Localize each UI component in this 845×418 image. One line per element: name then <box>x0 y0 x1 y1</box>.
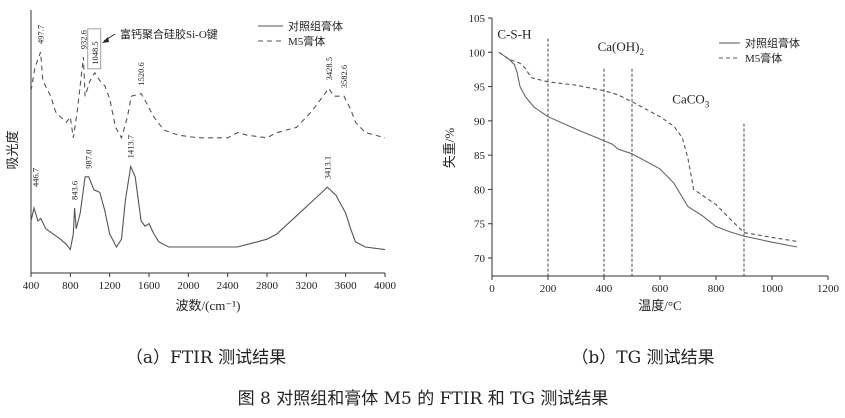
tg-region-label: CaCO3 <box>672 92 710 110</box>
ftir-series-m5 <box>30 51 386 140</box>
ftir-x-tick-label: 1200 <box>99 280 122 292</box>
ftir-peak-label: 3428.5 <box>324 57 334 80</box>
ftir-annotation: 富钙聚合硅胶Si-O键 <box>120 27 218 41</box>
tg-x-axis-title: 温度/°C <box>638 298 681 313</box>
ftir-x-tick-label: 3600 <box>335 280 358 292</box>
tg-y-axis-title: 失重/% <box>442 128 457 169</box>
ftir-x-tick-label: 2000 <box>177 280 200 292</box>
tg-y-tick-label: 105 <box>469 13 486 25</box>
tg-x-tick-label: 600 <box>652 283 669 295</box>
tg-region-label: C-S-H <box>497 27 531 42</box>
tg-y-tick-label: 75 <box>474 219 486 231</box>
ftir-peak-highlight-box <box>87 28 102 70</box>
tg-series-m5 <box>498 51 798 243</box>
tg-y-tick-label: 95 <box>474 82 486 94</box>
ftir-x-axis-title: 波数/(cm⁻¹) <box>176 298 241 313</box>
ftir-peak-label: 843.6 <box>70 181 80 200</box>
ftir-x-tick-label: 1600 <box>138 280 161 292</box>
figure-caption: 图 8 对照组和膏体 M5 的 FTIR 和 TG 测试结果 <box>237 389 609 409</box>
ftir-x-tick-label: 2400 <box>217 280 240 292</box>
ftir-legend-control-label: 对照组膏体 <box>288 19 343 33</box>
tg-y-tick-label: 100 <box>469 47 486 59</box>
ftir-peak-label: 987.0 <box>84 150 94 169</box>
ftir-y-axis-title: 吸光度 <box>5 130 20 169</box>
tg-x-tick-label: 800 <box>708 283 725 295</box>
tg-y-tick-label: 70 <box>474 253 486 265</box>
tg-x-tick-label: 1200 <box>817 283 840 295</box>
ftir-x-tick-label: 3200 <box>295 280 318 292</box>
ftir-peak-label: 1048.5 <box>90 41 100 64</box>
ftir-peak-label: 932.6 <box>78 30 88 49</box>
caption-a: （a）FTIR 测试结果 <box>125 348 287 368</box>
tg-region-label: Ca(OH)2 <box>598 39 644 57</box>
tg-y-tick-label: 90 <box>474 116 486 128</box>
ftir-peak-label: 3413.1 <box>322 156 332 179</box>
ftir-series-control <box>30 164 386 251</box>
ftir-annotation-arrowhead <box>102 37 109 43</box>
tg-series-control <box>498 51 798 248</box>
caption-b: （b）TG 测试结果 <box>571 348 715 368</box>
ftir-peak-label: 1520.6 <box>136 62 146 85</box>
ftir-legend-m5-label: M5膏体 <box>288 34 325 48</box>
tg-x-tick-label: 400 <box>596 283 613 295</box>
ftir-peak-label: 497.7 <box>36 25 46 44</box>
ftir-x-tick-label: 800 <box>62 280 79 292</box>
ftir-peak-label: 3582.6 <box>339 65 349 88</box>
tg-legend-m5-label: M5膏体 <box>745 51 782 65</box>
ftir-peak-label: 1413.7 <box>126 135 136 158</box>
tg-y-tick-label: 85 <box>474 150 486 162</box>
tg-x-tick-label: 0 <box>489 283 495 295</box>
tg-y-tick-label: 80 <box>474 184 486 196</box>
tg-legend-control-label: 对照组膏体 <box>745 36 800 50</box>
tg-x-tick-label: 1000 <box>761 283 784 295</box>
tg-x-tick-label: 200 <box>540 283 557 295</box>
ftir-peak-label: 446.7 <box>31 168 41 187</box>
ftir-x-tick-label: 2800 <box>256 280 279 292</box>
ftir-x-tick-label: 4000 <box>374 280 397 292</box>
ftir-x-tick-label: 400 <box>23 280 40 292</box>
